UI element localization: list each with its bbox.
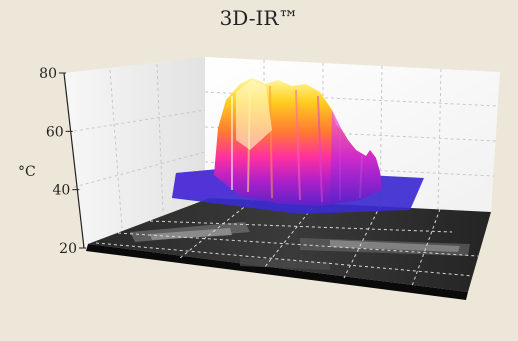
floor-thermal-image <box>130 222 470 270</box>
z-axis-line <box>63 72 85 249</box>
surface-highlight <box>236 80 272 150</box>
z-axis-tick-labels: 80 60 40 20 <box>39 66 77 257</box>
z-axis-label: °C <box>18 164 36 180</box>
z-axis-ticks <box>59 72 86 249</box>
left-wall-grid <box>67 63 206 229</box>
chart-title: 3D-IR™ <box>219 6 299 30</box>
floor-front-edge <box>86 244 468 300</box>
z-tick-label: 80 <box>39 66 57 82</box>
z-tick-label: 60 <box>46 124 64 140</box>
z-tick-label: 40 <box>53 183 71 199</box>
left-wall <box>64 57 205 248</box>
surface-right-side <box>330 110 382 204</box>
floor-grid <box>95 199 479 287</box>
z-tick-label: 20 <box>59 241 77 257</box>
